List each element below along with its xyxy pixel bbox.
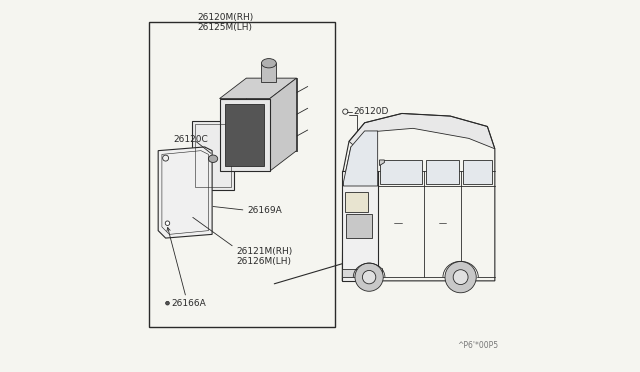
Polygon shape [220, 99, 270, 171]
Ellipse shape [209, 155, 218, 163]
Text: 26166A: 26166A [172, 299, 206, 308]
Circle shape [453, 270, 468, 285]
Polygon shape [270, 78, 296, 171]
Bar [149, 22, 335, 327]
Polygon shape [342, 171, 378, 281]
Bar [463, 160, 492, 184]
Text: 26120C: 26120C [173, 135, 208, 144]
Text: 26169A: 26169A [248, 206, 282, 215]
Polygon shape [261, 63, 276, 82]
Polygon shape [380, 160, 385, 166]
Ellipse shape [261, 58, 276, 68]
Polygon shape [349, 113, 495, 149]
Polygon shape [191, 121, 234, 190]
Bar [346, 192, 367, 212]
Text: 26120D: 26120D [353, 107, 389, 116]
Text: 26121M(RH)
26126M(LH): 26121M(RH) 26126M(LH) [236, 247, 292, 266]
Bar [342, 269, 378, 277]
Polygon shape [344, 131, 378, 186]
Bar [426, 160, 460, 184]
Circle shape [355, 263, 383, 291]
Polygon shape [220, 78, 296, 99]
Polygon shape [225, 104, 264, 166]
Text: 26120M(RH)
26125M(LH): 26120M(RH) 26125M(LH) [197, 13, 253, 32]
Circle shape [165, 221, 170, 225]
Circle shape [362, 270, 376, 284]
Circle shape [163, 155, 168, 161]
Circle shape [445, 262, 476, 293]
Bar [346, 214, 372, 238]
Bar [380, 160, 422, 184]
Text: ^P6'*00P5: ^P6'*00P5 [458, 341, 499, 350]
Polygon shape [158, 147, 212, 238]
Polygon shape [246, 78, 296, 151]
Circle shape [166, 301, 170, 305]
